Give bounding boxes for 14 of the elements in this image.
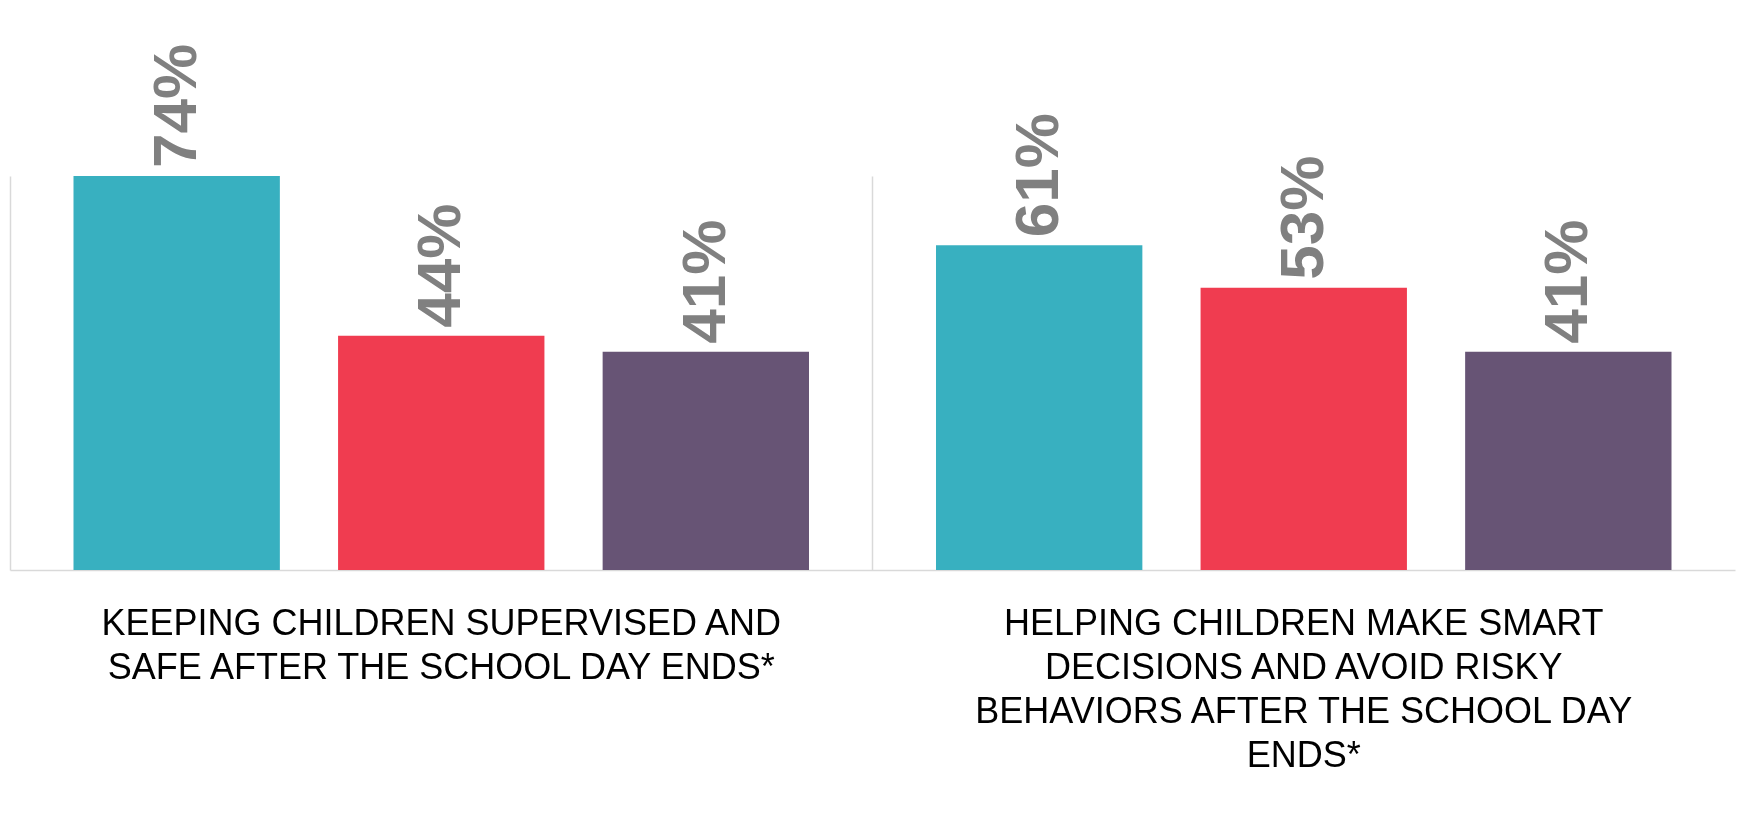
- data-label: 74%: [139, 43, 209, 168]
- data-label: 61%: [1002, 113, 1072, 238]
- bar: [73, 176, 280, 570]
- data-label: 41%: [1531, 219, 1601, 344]
- bar: [602, 351, 809, 570]
- x-tick-label: HELPING CHILDREN MAKE SMART DECISIONS AND AVOID RISKY BEHAVIORS AFTER THE SCHOOL DAY ENDS*: [975, 601, 1633, 775]
- x-tick-label: KEEPING CHILDREN SUPERVISED AND SAFE AFTER THE SCHOOL DAY ENDS*: [101, 601, 782, 687]
- data-label: 53%: [1266, 155, 1336, 280]
- bar: [338, 335, 545, 570]
- bar: [936, 245, 1143, 570]
- bar: [1200, 287, 1407, 570]
- bar: [1465, 351, 1672, 570]
- data-label: 41%: [668, 219, 738, 344]
- data-label: 44%: [404, 203, 474, 328]
